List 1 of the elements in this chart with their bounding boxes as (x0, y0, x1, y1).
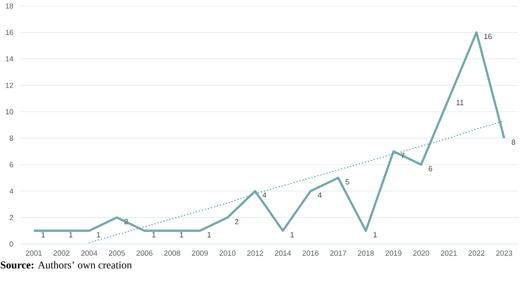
text: Source: Authors’ own creation (0, 261, 132, 269)
